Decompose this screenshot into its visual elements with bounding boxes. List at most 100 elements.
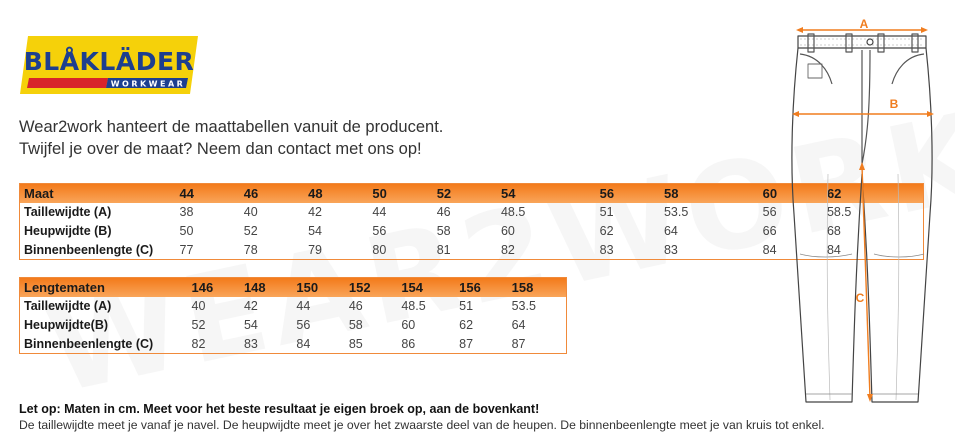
header-cell: 152: [348, 279, 371, 295]
measure-instructions: De taillewijdte meet je vanaf je navel. …: [19, 418, 825, 432]
table-cell: 66: [762, 224, 777, 238]
measure-c-label: C: [856, 291, 865, 305]
table-cell: 53.5: [663, 205, 689, 219]
measure-b-label: B: [890, 97, 899, 111]
intro-text: Wear2work hanteert de maattabellen vanui…: [19, 116, 443, 160]
logo-wordmark: BLÅKLÄDER: [24, 46, 195, 76]
table-cell: 68: [826, 224, 841, 238]
table-cell: 44: [372, 205, 387, 219]
measure-warning: Let op: Maten in cm. Meet voor het beste…: [19, 402, 540, 416]
table-cell: 83: [243, 336, 258, 351]
table-cell: 46: [348, 299, 363, 313]
table-cell: 77: [179, 242, 194, 257]
header-cell: 56: [599, 185, 615, 201]
header-cell: 148: [243, 279, 266, 295]
table-cell: 50: [179, 224, 194, 238]
table-cell: 87: [459, 336, 474, 351]
intro-line-1: Wear2work hanteert de maattabellen vanui…: [19, 118, 444, 136]
table-cell: 58: [348, 318, 363, 332]
table-cell: 44: [296, 299, 311, 313]
table-cell: 79: [308, 242, 322, 257]
row-label: Binnenbeenlengte (C): [24, 336, 154, 351]
table-cell: 53.5: [511, 299, 536, 313]
table-cell: 82: [500, 242, 515, 257]
row-label: Heupwijdte(B): [24, 318, 109, 332]
table-cell: 60: [401, 318, 416, 332]
table-cell: 48.5: [500, 205, 526, 219]
table-cell: 54: [308, 224, 322, 238]
header-cell: 58: [663, 185, 679, 201]
table-cell: 38: [179, 205, 194, 219]
table-cell: 46: [436, 205, 451, 219]
logo-subline: WORKWEAR: [111, 80, 186, 89]
size-table-regular: Maat 44 46 48 50 52 54 56 58 60 62 Taill…: [19, 183, 924, 260]
table-cell: 83: [663, 242, 678, 257]
header-cell: 48: [308, 185, 323, 201]
table-cell: 81: [436, 242, 451, 257]
header-cell: 44: [179, 185, 194, 201]
row-label: Heupwijdte (B): [24, 224, 112, 238]
header-cell: 60: [762, 185, 778, 201]
table-cell: 64: [511, 318, 526, 332]
table-cell: 62: [459, 318, 474, 332]
table-cell: 54: [243, 318, 258, 332]
header-cell: 46: [243, 185, 259, 201]
measure-b-arrow: [792, 111, 934, 117]
size-table-length: Lengtematen 146 148 150 152 154 156 158 …: [19, 277, 567, 354]
table-header-row: Maat 44 46 48 50 52 54 56 58 60 62: [19, 183, 924, 203]
table-cell: 84: [296, 336, 311, 351]
waistband-outline: [797, 35, 927, 49]
table-cell: 62: [599, 224, 614, 238]
header-cell: 146: [191, 279, 214, 295]
table-row: Taillewijdte (A) 40 42 44 46 48.5 51 53.…: [20, 297, 567, 316]
header-cell: 52: [436, 185, 452, 201]
row-label: Taillewijdte (A): [24, 299, 112, 313]
header-cell: 150: [296, 279, 319, 295]
table-row: Binnenbeenlengte (C) 77 78 79 80 81 82 8…: [20, 241, 924, 260]
header-cell: 62: [826, 185, 842, 201]
table-cell: 48.5: [401, 299, 426, 313]
table-cell: 40: [191, 299, 206, 313]
row-label: Taillewijdte (A): [24, 205, 112, 219]
table-cell: 42: [308, 205, 322, 219]
header-cell: 50: [372, 185, 387, 201]
table-row: Heupwijdte (B) 50 52 54 56 58 60 62 64 6…: [20, 222, 924, 241]
table-cell: 78: [243, 242, 258, 257]
table-cell: 51: [599, 205, 614, 219]
measure-c-arrow: [859, 162, 873, 402]
table-cell: 83: [599, 242, 614, 257]
header-label: Lengtematen: [24, 279, 105, 295]
trousers-diagram: A B C: [791, 17, 934, 403]
table-cell: 64: [663, 224, 678, 238]
row-label: Binnenbeenlengte (C): [24, 242, 154, 257]
table-cell: 87: [511, 336, 526, 351]
table-cell: 56: [296, 318, 311, 332]
table-cell: 51: [459, 299, 474, 313]
measure-a-arrow: [796, 27, 928, 33]
header-cell: 154: [401, 279, 424, 295]
table-cell: 86: [401, 336, 416, 351]
table-cell: 60: [500, 224, 515, 238]
table-cell: 84: [762, 242, 777, 257]
intro-line-2: Twijfel je over de maat? Neem dan contac…: [19, 140, 422, 158]
table-cell: 42: [243, 299, 258, 313]
header-cell: 158: [511, 279, 534, 295]
table-row: Binnenbeenlengte (C) 82 83 84 85 86 87 8…: [20, 335, 567, 354]
table-cell: 58: [436, 224, 451, 238]
table-cell: 58.5: [826, 205, 852, 219]
table-cell: 52: [243, 224, 258, 238]
table-row: Heupwijdte(B) 52 54 56 58 60 62 64: [20, 316, 567, 335]
measure-a-label: A: [860, 17, 869, 31]
table-cell: 82: [191, 336, 206, 351]
table-cell: 80: [372, 242, 387, 257]
table-cell: 56: [372, 224, 387, 238]
blaklader-logo: BLÅKLÄDER WORKWEAR: [20, 36, 198, 94]
header-cell: 54: [500, 185, 516, 201]
table-cell: 85: [348, 336, 363, 351]
table-cell: 40: [243, 205, 258, 219]
header-label: Maat: [24, 185, 54, 201]
table-cell: 84: [826, 242, 841, 257]
header-cell: 156: [459, 279, 481, 295]
table-row: Taillewijdte (A) 38 40 42 44 46 48.5 51 …: [20, 203, 924, 222]
table-cell: 52: [191, 318, 206, 332]
